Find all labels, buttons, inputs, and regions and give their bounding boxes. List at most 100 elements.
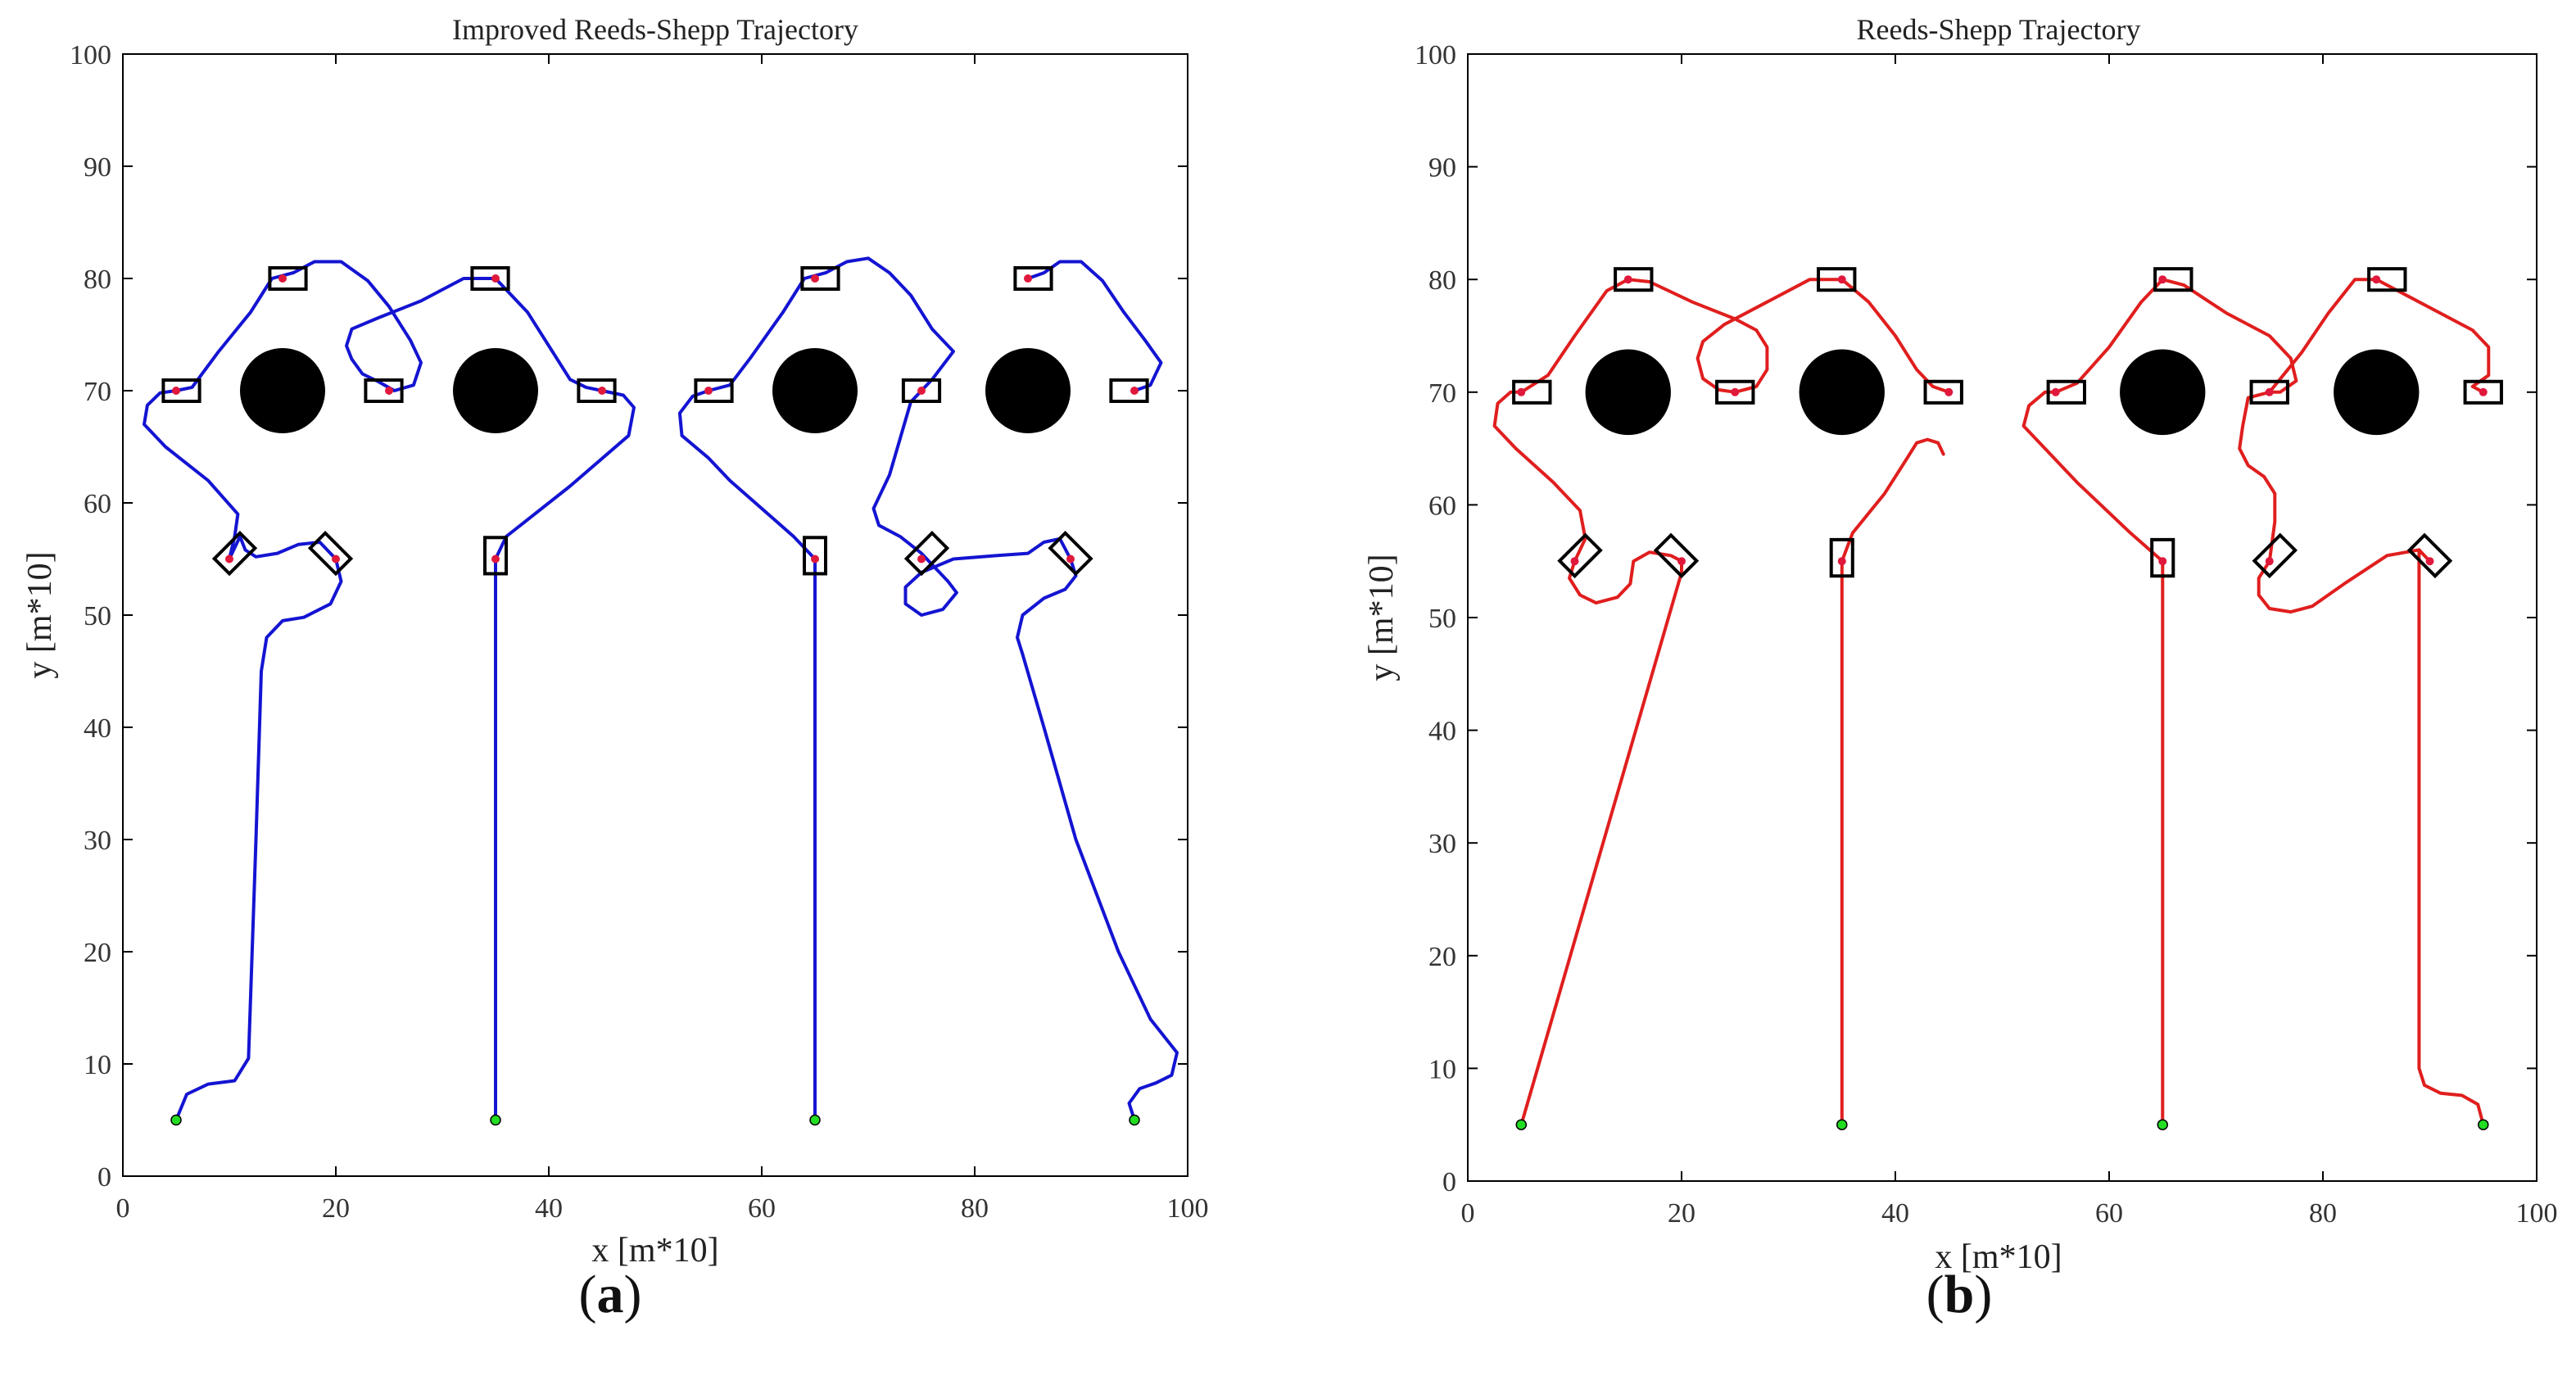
x-tick-label: 0: [116, 1193, 130, 1224]
trajectory-line: [707, 256, 955, 392]
vehicle-box: [1715, 379, 1755, 405]
target-point: [2265, 557, 2274, 566]
y-tick-label: 100: [1415, 40, 1456, 70]
x-tick-label: 40: [1881, 1198, 1909, 1229]
vehicle-box: [483, 536, 508, 576]
vehicle-box: [1817, 267, 1857, 292]
vehicle-box: [1048, 531, 1093, 577]
vehicle-box: [1013, 266, 1053, 291]
panel-b: 0 20 40 60 80 100 0 10 20 30 40 50 60 70 80 90 100 Reeds…: [1363, 13, 2558, 1324]
vehicle-box: [2249, 379, 2289, 405]
chart-title-b: Reeds-Shepp Trajectory: [1857, 13, 2141, 46]
trajectory-line: [677, 389, 817, 561]
vehicle-box: [903, 531, 950, 577]
obstacle: [453, 347, 538, 434]
start-point: [809, 1114, 821, 1126]
vehicle-box: [2406, 532, 2453, 579]
target-point: [172, 387, 180, 395]
panel-letter-b: b: [1944, 1265, 1975, 1324]
x-axis-label-a: x [m*10]: [591, 1232, 718, 1270]
target-point: [704, 387, 713, 395]
points-b: [1515, 275, 2489, 1130]
target-point: [491, 554, 500, 564]
x-axis-label-b: x [m*10]: [1935, 1238, 2062, 1276]
target-point: [917, 554, 926, 564]
target-point: [2425, 557, 2434, 566]
x-tick-label: 100: [2516, 1198, 2558, 1229]
vehicle-box: [211, 531, 258, 577]
y-tick-label: 100: [70, 40, 111, 70]
target-point: [1731, 387, 1740, 396]
target-point: [1570, 557, 1579, 566]
obstacle: [1585, 349, 1671, 436]
vehicle-box: [694, 378, 734, 403]
trajectory-line: [1626, 278, 1769, 394]
obstacle: [240, 347, 325, 434]
x-tick-label: 100: [1167, 1193, 1209, 1224]
y-tick-label: 50: [1428, 604, 1456, 634]
y-tick-label: 30: [1428, 829, 1456, 859]
trajectory-line: [1492, 390, 1587, 564]
target-point: [491, 274, 500, 283]
y-tick-label: 0: [97, 1162, 111, 1193]
start-point: [1129, 1114, 1140, 1126]
trajectory-line: [1695, 278, 1844, 394]
vehicle-box: [1653, 532, 1700, 579]
vehicle-box: [470, 266, 510, 291]
target-point: [385, 387, 393, 395]
target-point: [2051, 387, 2060, 396]
vehicle-box: [2367, 267, 2407, 292]
vehicle-box: [1923, 379, 1963, 405]
obstacle: [2120, 349, 2206, 436]
trajectory-line: [2021, 390, 2165, 564]
start-point: [2478, 1119, 2489, 1130]
y-tick-label: 10: [1428, 1054, 1456, 1084]
y-tick-label: 40: [1428, 717, 1456, 747]
target-point: [917, 387, 926, 395]
trajectory-line: [494, 277, 604, 392]
target-point: [225, 554, 233, 564]
y-tick-label: 20: [84, 938, 111, 968]
vehicles-a: [161, 266, 1149, 577]
vehicle-box: [800, 266, 840, 291]
obstacle: [1799, 349, 1885, 436]
vehicle-box: [1109, 378, 1149, 403]
x-tick-label: 80: [2309, 1198, 2337, 1229]
x-tick-label: 40: [535, 1193, 563, 1224]
target-point: [1837, 275, 1846, 284]
chart-title-a: Improved Reeds-Shepp Trajectory: [452, 13, 858, 46]
axes-ticks-a: 0 20 40 60 80 100 0 10 20 30 40 50 60 70 80 90 100: [70, 40, 1209, 1224]
start-point: [1515, 1119, 1527, 1130]
target-point: [2158, 557, 2167, 566]
trajectory-line: [2257, 548, 2432, 614]
vehicle-box: [2252, 532, 2298, 579]
vehicle-box: [364, 378, 404, 403]
y-tick-label: 40: [84, 713, 111, 744]
x-tick-label: 60: [2095, 1198, 2123, 1229]
panel-label-b: (b): [1926, 1265, 1993, 1324]
target-point: [2479, 387, 2488, 396]
vehicle-box: [2150, 537, 2175, 578]
vehicle-box: [1512, 379, 1552, 405]
vehicle-box: [268, 266, 308, 291]
trajectory-line: [1840, 278, 1951, 394]
target-point: [1517, 387, 1526, 396]
panel-a: 0 20 40 60 80 100 0 10 20 30 40 50 60 70 80 90 100 Impro…: [21, 13, 1209, 1324]
y-tick-label: 80: [84, 265, 111, 295]
target-point: [1623, 275, 1632, 284]
target-point: [2265, 387, 2274, 396]
panel-label-a: (a): [579, 1265, 642, 1324]
y-tick-label: 60: [84, 489, 111, 519]
target-point: [1677, 557, 1686, 566]
x-tick-label: 60: [748, 1193, 776, 1224]
target-point: [2158, 275, 2167, 284]
start-point: [2157, 1119, 2168, 1130]
target-point: [2372, 275, 2381, 284]
plot-area-b: [1467, 53, 2538, 1182]
trajectory-line: [2053, 278, 2165, 394]
target-point: [1837, 557, 1846, 566]
vehicle-box: [307, 531, 354, 577]
trajectory-line: [174, 260, 497, 392]
obstacle: [985, 347, 1071, 434]
start-point: [1836, 1119, 1848, 1130]
